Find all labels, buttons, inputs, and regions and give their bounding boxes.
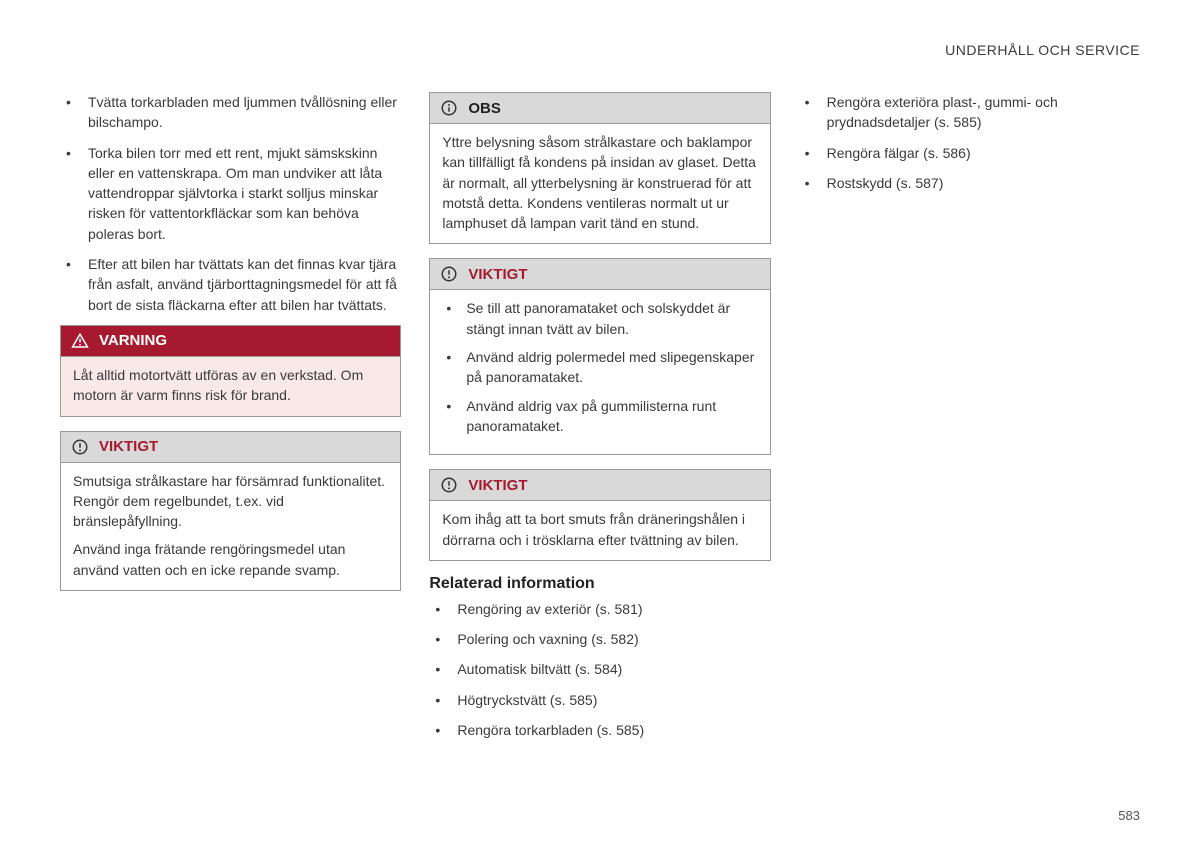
list-item: Rengöring av exteriör (s. 581): [429, 599, 770, 619]
important-body: Kom ihåg att ta bort smuts från dränerin…: [430, 500, 769, 560]
important-header: VIKTIGT: [61, 432, 400, 462]
exclamation-circle-icon: [440, 265, 458, 283]
important-text-2: Använd inga frätande rengöringsmedel uta…: [73, 539, 388, 580]
important-header: VIKTIGT: [430, 259, 769, 289]
content-columns: Tvätta torkarbladen med ljummen tvållösn…: [60, 92, 1140, 750]
important-text: Kom ihåg att ta bort smuts från dränerin…: [442, 509, 757, 550]
important-header: VIKTIGT: [430, 470, 769, 500]
important-callout-col2a: VIKTIGT Se till att panoramataket och so…: [429, 258, 770, 455]
warning-body: Låt alltid motortvätt utföras av en verk…: [61, 356, 400, 416]
list-item: Rengöra torkarbladen (s. 585): [429, 720, 770, 740]
important-bullet-list: Se till att panoramataket och solskyddet…: [442, 298, 757, 436]
important-callout-col2b: VIKTIGT Kom ihåg att ta bort smuts från …: [429, 469, 770, 561]
column-1: Tvätta torkarbladen med ljummen tvållösn…: [60, 92, 401, 750]
warning-title: VARNING: [99, 332, 167, 349]
page-number: 583: [1118, 808, 1140, 823]
col1-bullet-list: Tvätta torkarbladen med ljummen tvållösn…: [60, 92, 401, 315]
section-header: UNDERHÅLL OCH SERVICE: [945, 42, 1140, 58]
important-callout-col1: VIKTIGT Smutsiga strålkastare har försäm…: [60, 431, 401, 591]
important-title: VIKTIGT: [99, 438, 158, 455]
column-2: OBS Yttre belysning såsom strålkastare o…: [429, 92, 770, 750]
warning-header: VARNING: [61, 326, 400, 356]
column-3: Rengöra exteriöra plast-, gummi- och pry…: [799, 92, 1140, 750]
important-title: VIKTIGT: [468, 266, 527, 283]
info-circle-icon: [440, 99, 458, 117]
list-item: Se till att panoramataket och solskyddet…: [442, 298, 757, 339]
important-body: Se till att panoramataket och solskyddet…: [430, 289, 769, 454]
note-header: OBS: [430, 93, 769, 123]
list-item: Använd aldrig polermedel med slipegenska…: [442, 347, 757, 388]
note-title: OBS: [468, 100, 501, 117]
related-info-heading: Relaterad information: [429, 575, 770, 593]
list-item: Rostskydd (s. 587): [799, 173, 1140, 193]
note-text: Yttre belysning såsom strålkastare och b…: [442, 132, 757, 233]
list-item: Högtryckstvätt (s. 585): [429, 690, 770, 710]
exclamation-circle-icon: [440, 476, 458, 494]
list-item: Torka bilen torr med ett rent, mjukt säm…: [60, 143, 401, 244]
note-body: Yttre belysning såsom strålkastare och b…: [430, 123, 769, 243]
list-item: Automatisk biltvätt (s. 584): [429, 659, 770, 679]
note-callout: OBS Yttre belysning såsom strålkastare o…: [429, 92, 770, 244]
related-info-list: Rengöring av exteriör (s. 581) Polering …: [429, 599, 770, 740]
warning-callout: VARNING Låt alltid motortvätt utföras av…: [60, 325, 401, 417]
important-body: Smutsiga strålkastare har försämrad funk…: [61, 462, 400, 590]
col3-bullet-list: Rengöra exteriöra plast-, gummi- och pry…: [799, 92, 1140, 193]
list-item: Tvätta torkarbladen med ljummen tvållösn…: [60, 92, 401, 133]
important-title: VIKTIGT: [468, 477, 527, 494]
warning-text: Låt alltid motortvätt utföras av en verk…: [73, 365, 388, 406]
warning-triangle-icon: [71, 332, 89, 350]
list-item: Efter att bilen har tvättats kan det fin…: [60, 254, 401, 315]
important-text-1: Smutsiga strålkastare har försämrad funk…: [73, 471, 388, 532]
list-item: Rengöra exteriöra plast-, gummi- och pry…: [799, 92, 1140, 133]
list-item: Polering och vaxning (s. 582): [429, 629, 770, 649]
list-item: Använd aldrig vax på gummilisterna runt …: [442, 396, 757, 437]
exclamation-circle-icon: [71, 438, 89, 456]
list-item: Rengöra fälgar (s. 586): [799, 143, 1140, 163]
